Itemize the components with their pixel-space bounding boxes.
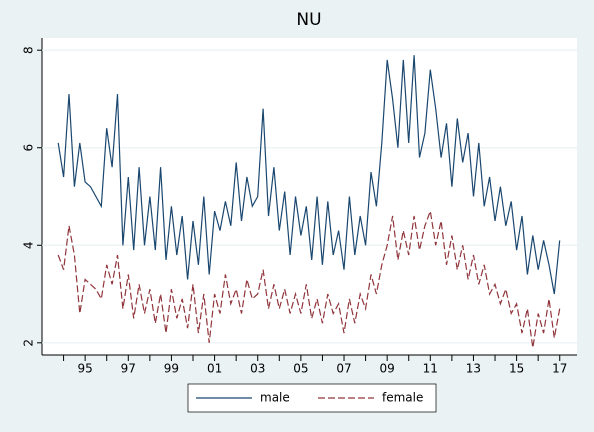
x-tick-label: 01 xyxy=(207,362,222,376)
y-tick-label: 2 xyxy=(22,339,36,347)
x-tick-label: 95 xyxy=(78,362,93,376)
y-tick-label: 6 xyxy=(22,144,36,152)
x-tick-label: 17 xyxy=(552,362,567,376)
y-tick-label: 4 xyxy=(22,241,36,249)
x-tick-label: 03 xyxy=(250,362,265,376)
x-tick-label: 97 xyxy=(121,362,136,376)
line-series xyxy=(57,55,561,295)
legend-label: female xyxy=(382,391,423,405)
x-tick-label: 15 xyxy=(509,362,524,376)
chart-title: NU xyxy=(296,10,321,30)
x-tick-label: 09 xyxy=(380,362,395,376)
line-series xyxy=(57,208,561,348)
legend-label: male xyxy=(260,391,290,405)
x-tick-label: 11 xyxy=(423,362,438,376)
x-tick-label: 05 xyxy=(293,362,308,376)
x-tick-label: 13 xyxy=(466,362,481,376)
x-tick-label: 07 xyxy=(336,362,351,376)
x-tick-label: 99 xyxy=(164,362,179,376)
y-tick-label: 8 xyxy=(22,46,36,54)
